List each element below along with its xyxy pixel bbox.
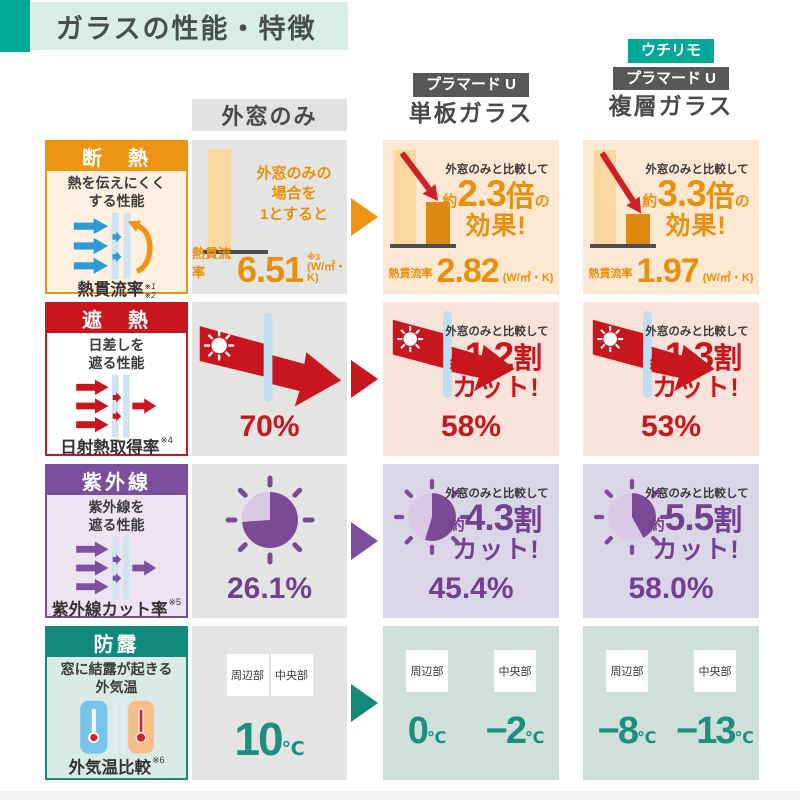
- compare-note: 外窓のみと比較して: [645, 164, 749, 176]
- thermometers-icon: [79, 700, 154, 754]
- compare-note: 外窓のみと比較して: [445, 488, 549, 500]
- u-value-single: 熱貫流率 2.82 (W/㎡・K): [388, 252, 554, 291]
- row-description: 紫外線を 遮る性能: [88, 499, 145, 533]
- row-condensation: 防露 窓に結露が起きる 外気温 外気温: [0, 626, 800, 780]
- center-tag: 中央部: [494, 650, 536, 692]
- page-title: ガラスの性能・特徴: [30, 2, 348, 50]
- insulation-baseline-cell: 外窓のみの 場合を 1とすると 熱貫流率 6.51 ※3 (W/㎡・K): [192, 140, 347, 294]
- flow-arrow-icon: [351, 198, 378, 236]
- u-value-baseline: 熱貫流率 6.51 ※3 (W/㎡・K): [192, 246, 347, 291]
- row-metric: 外気温比較 ※6: [68, 755, 165, 777]
- shading-label-box: 遮 熱 日差しを 遮る性能: [45, 302, 188, 456]
- compare-note: 外窓のみと比較して: [645, 326, 749, 338]
- shading-baseline-cell: 70%: [192, 302, 347, 456]
- footnote-mark: ※4: [160, 435, 173, 445]
- highlight-value: 約3.3倍の 効果!: [642, 173, 750, 240]
- row-metric: 紫外線カット率 ※5: [51, 597, 182, 619]
- center-tag: 中央部: [694, 650, 736, 692]
- highlight-value: 約1.3割 カット!: [649, 335, 743, 402]
- compare-note: 外窓のみと比較して: [445, 164, 549, 176]
- condensation-single-cell: 周辺部 0℃ 中央部 −2℃: [383, 626, 559, 780]
- row-title: 断 熱: [47, 142, 186, 171]
- temp-baseline: 10℃: [234, 713, 305, 765]
- series-badge: ウチリモ: [627, 39, 714, 63]
- uv-label-box: 紫外線 紫外線を 遮る性能: [45, 464, 188, 618]
- uv-double-cell: 外窓のみと比較して 約5.5割 カット! 58.0%: [583, 464, 759, 618]
- uv-cut-double: 58.0%: [628, 572, 714, 605]
- compare-note: 外窓のみと比較して: [445, 326, 549, 338]
- column-header-baseline: 外窓のみ: [192, 99, 347, 131]
- condensation-double-cell: 周辺部 −8℃ 中央部 −13℃: [583, 626, 759, 780]
- u-value-double: 熱貫流率 1.97 (W/㎡・K): [588, 252, 754, 291]
- edge-tag: 周辺部: [406, 650, 448, 692]
- sun-pie-icon: [225, 475, 314, 565]
- row-metric: 日射熱取得率 ※4: [60, 435, 173, 457]
- flow-arrow-icon: [351, 684, 378, 722]
- baseline-note: 外窓のみの 場合を 1とすると: [256, 165, 332, 223]
- solar-gain-baseline: 70%: [239, 410, 300, 443]
- insulation-double-cell: 外窓のみと比較して 約3.3倍の 効果! 熱貫流率 1.97 (W/㎡・K): [583, 140, 759, 294]
- sun-pie-icon: [593, 478, 671, 556]
- highlight-value: 約1.2割 カット!: [449, 335, 543, 402]
- temp-single-center: −2℃: [485, 710, 545, 752]
- compare-note: 外窓のみと比較して: [645, 488, 749, 500]
- brand-badge: プラマード U: [612, 66, 729, 90]
- sun-pie-icon: [393, 478, 471, 556]
- row-description: 日差しを 遮る性能: [88, 337, 145, 371]
- brand-badge: プラマード U: [412, 73, 529, 97]
- edge-tag: 周辺部: [606, 650, 648, 692]
- temp-double-center: −13℃: [676, 710, 754, 752]
- column-name: 複層ガラス: [608, 93, 734, 119]
- heat-shading-icon: [75, 374, 156, 438]
- sun-heat-arrow-icon: [199, 312, 342, 407]
- temp-single-edge: 0℃: [407, 710, 447, 752]
- row-title: 防露: [47, 628, 186, 657]
- column-header-single-glass: プラマード U 単板ガラス: [383, 73, 559, 126]
- sun-heat-cut-icon: [592, 311, 715, 398]
- condensation-label-box: 防露 窓に結露が起きる 外気温 外気温: [45, 626, 188, 780]
- footnote-mark: ※6: [151, 755, 165, 765]
- solar-gain-single: 58%: [440, 410, 502, 443]
- uv-cut-single: 45.4%: [428, 572, 514, 605]
- row-insulation: 断 熱 熱を伝えにくく する性能: [0, 140, 800, 300]
- highlight-value: 約4.3割 カット!: [449, 497, 543, 564]
- insulation-single-cell: 外窓のみと比較して 約2.3倍の 効果! 熱貫流率 2.82 (W/㎡・K): [383, 140, 559, 294]
- row-shading: 遮 熱 日差しを 遮る性能: [0, 302, 800, 456]
- shading-single-cell: 外窓のみと比較して 約1.2割 カット! 58%: [383, 302, 559, 456]
- row-uv: 紫外線 紫外線を 遮る性能: [0, 464, 800, 618]
- temp-double-edge: −8℃: [597, 710, 657, 752]
- comparison-bar-chart-icon: [590, 150, 656, 248]
- highlight-value: 約2.3倍の 効果!: [442, 173, 550, 240]
- baseline-bar-chart-icon: [203, 149, 268, 254]
- footnote-mark: ※5: [168, 597, 182, 607]
- flow-arrow-icon: [351, 522, 378, 560]
- center-tag: 中央部: [270, 654, 313, 696]
- condensation-baseline-cell: 周辺部 中央部 10℃: [192, 626, 347, 780]
- column-header-double-glass: ウチリモ プラマード U 複層ガラス: [583, 39, 759, 119]
- title-accent-square: [0, 0, 30, 52]
- uv-cut-baseline: 26.1%: [226, 572, 313, 605]
- insulation-icon: [73, 212, 153, 280]
- shading-double-cell: 外窓のみと比較して 約1.3割 カット! 53%: [583, 302, 759, 456]
- uv-single-cell: 外窓のみと比較して 約4.3割 カット! 45.4%: [383, 464, 559, 618]
- row-metric: 熱貫流率 ※1 ※2: [77, 281, 156, 301]
- row-description: 窓に結露が起きる 外気温: [60, 661, 173, 695]
- insulation-label-box: 断 熱 熱を伝えにくく する性能: [45, 140, 188, 300]
- row-title: 遮 熱: [47, 304, 186, 333]
- page-bottom-strip: [0, 791, 800, 800]
- sun-heat-cut-icon: [392, 311, 515, 398]
- edge-tag: 周辺部: [226, 654, 269, 696]
- comparison-bar-chart-icon: [390, 150, 456, 248]
- column-name: 単板ガラス: [408, 99, 534, 126]
- row-title: 紫外線: [47, 466, 186, 495]
- uv-blocking-icon: [75, 536, 156, 600]
- highlight-value: 約5.5割 カット!: [649, 497, 743, 564]
- uv-baseline-cell: 26.1%: [192, 464, 347, 618]
- footnote-marks: ※1 ※2: [144, 282, 156, 301]
- flow-arrow-icon: [351, 360, 378, 398]
- row-description: 熱を伝えにくく する性能: [67, 175, 166, 209]
- solar-gain-double: 53%: [640, 410, 702, 443]
